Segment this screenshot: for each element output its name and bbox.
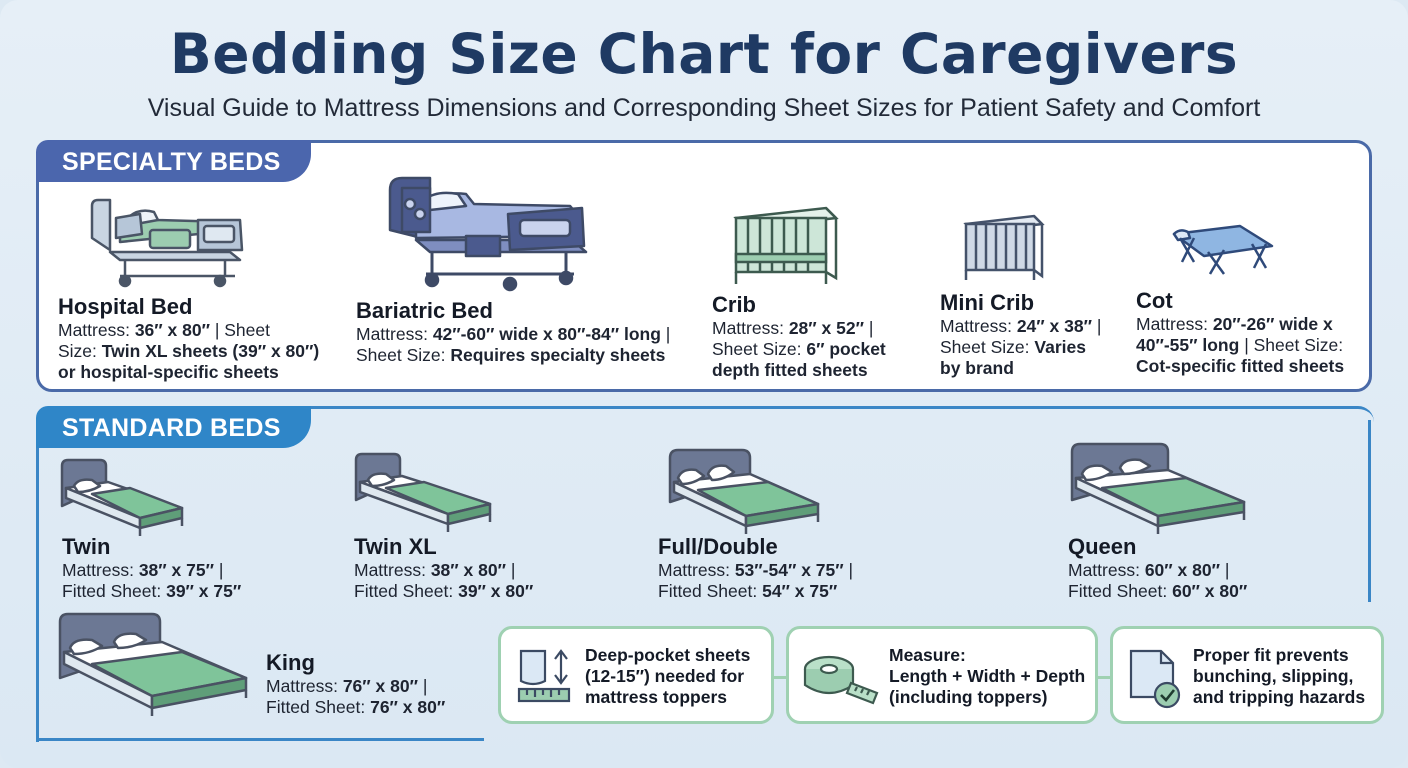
item-details: Mattress: 76″ x 80″ | Fitted Sheet: 76″ … [266, 676, 446, 717]
cot-item: Cot Mattress: 20″-26″ wide x 40″-55″ lon… [1136, 288, 1366, 377]
tip-text: Measure: Length + Width + Depth (including… [889, 645, 1086, 707]
item-name: Mini Crib [940, 290, 1035, 315]
page-subtitle: Visual Guide to Mattress Dimensions and … [147, 94, 1261, 122]
bariatric-bed-item: Bariatric Bed Mattress: 42″-60″ wide x 8… [356, 298, 696, 366]
bariatric-bed-icon [388, 176, 588, 292]
specialty-beds-heading: SPECIALTY BEDS [36, 140, 311, 182]
item-details: Mattress: 36″ x 80″ | Sheet Size: Twin X… [58, 320, 320, 382]
item-name: Crib [712, 292, 756, 317]
item-details: Mattress: 38″ x 80″ | Fitted Sheet: 39″ … [354, 560, 534, 601]
item-name: Twin XL [354, 534, 437, 559]
item-details: Mattress: 38″ x 75″ | Fitted Sheet: 39″ … [62, 560, 242, 601]
measuring-tape-icon [803, 655, 879, 705]
item-details: Mattress: 42″-60″ wide x 80″-84″ long | … [356, 324, 671, 365]
full-bed-icon [668, 448, 820, 534]
full-double-item: Full/Double Mattress: 53″-54″ x 75″ | Fi… [658, 534, 908, 602]
fitted-sheet-check-icon [1129, 649, 1181, 709]
tip-connector [1096, 676, 1114, 679]
item-name: Hospital Bed [58, 294, 193, 319]
hospital-bed-icon [90, 198, 244, 288]
sheet-ruler-icon [517, 649, 571, 703]
tip-measure: Measure: Length + Width + Depth (including… [786, 626, 1098, 724]
item-name: Bariatric Bed [356, 298, 493, 323]
queen-item: Queen Mattress: 60″ x 80″ | Fitted Sheet… [1068, 534, 1318, 602]
twin-xl-bed-icon [354, 452, 492, 532]
king-item: King Mattress: 76″ x 80″ | Fitted Sheet:… [266, 650, 496, 718]
mini-crib-item: Mini Crib Mattress: 24″ x 38″ | Sheet Si… [940, 290, 1130, 379]
queen-bed-icon [1070, 442, 1246, 534]
standard-beds-heading: STANDARD BEDS [36, 406, 311, 448]
twin-bed-icon [60, 458, 184, 536]
item-details: Mattress: 53″-54″ x 75″ | Fitted Sheet: … [658, 560, 854, 601]
twin-item: Twin Mattress: 38″ x 75″ | Fitted Sheet:… [62, 534, 282, 602]
tip-text: Deep-pocket sheets (12-15″) needed for mat… [585, 645, 751, 707]
page-title: Bedding Size Chart for Caregivers [169, 22, 1239, 86]
tip-text: Proper fit prevents bunching, slipping, an… [1193, 645, 1366, 707]
item-details: Mattress: 60″ x 80″ | Fitted Sheet: 60″ … [1068, 560, 1248, 601]
item-details: Mattress: 28″ x 52″ | Sheet Size: 6″ poc… [712, 318, 886, 380]
hospital-bed-item: Hospital Bed Mattress: 36″ x 80″ | Sheet… [58, 294, 358, 383]
cot-icon [1172, 224, 1274, 275]
item-details: Mattress: 24″ x 38″ | Sheet Size: Varies… [940, 316, 1102, 378]
item-name: Full/Double [658, 534, 778, 559]
panel-border [1368, 420, 1371, 602]
standard-beds-panel [36, 406, 1374, 742]
panel-border [36, 738, 484, 741]
item-name: Queen [1068, 534, 1137, 559]
twin-xl-item: Twin XL Mattress: 38″ x 80″ | Fitted She… [354, 534, 584, 602]
mini-crib-icon [963, 214, 1045, 280]
crib-icon [733, 206, 839, 284]
item-name: King [266, 650, 315, 675]
tip-connector [772, 676, 790, 679]
item-name: Twin [62, 534, 111, 559]
item-name: Cot [1136, 288, 1173, 313]
tip-proper-fit: Proper fit prevents bunching, slipping, an… [1110, 626, 1384, 724]
specialty-beds-panel [36, 140, 1372, 392]
item-details: Mattress: 20″-26″ wide x 40″-55″ long | … [1136, 314, 1345, 376]
tip-deep-pocket: Deep-pocket sheets (12-15″) needed for mat… [498, 626, 774, 724]
crib-item: Crib Mattress: 28″ x 52″ | Sheet Size: 6… [712, 292, 922, 381]
king-bed-icon [58, 612, 248, 716]
